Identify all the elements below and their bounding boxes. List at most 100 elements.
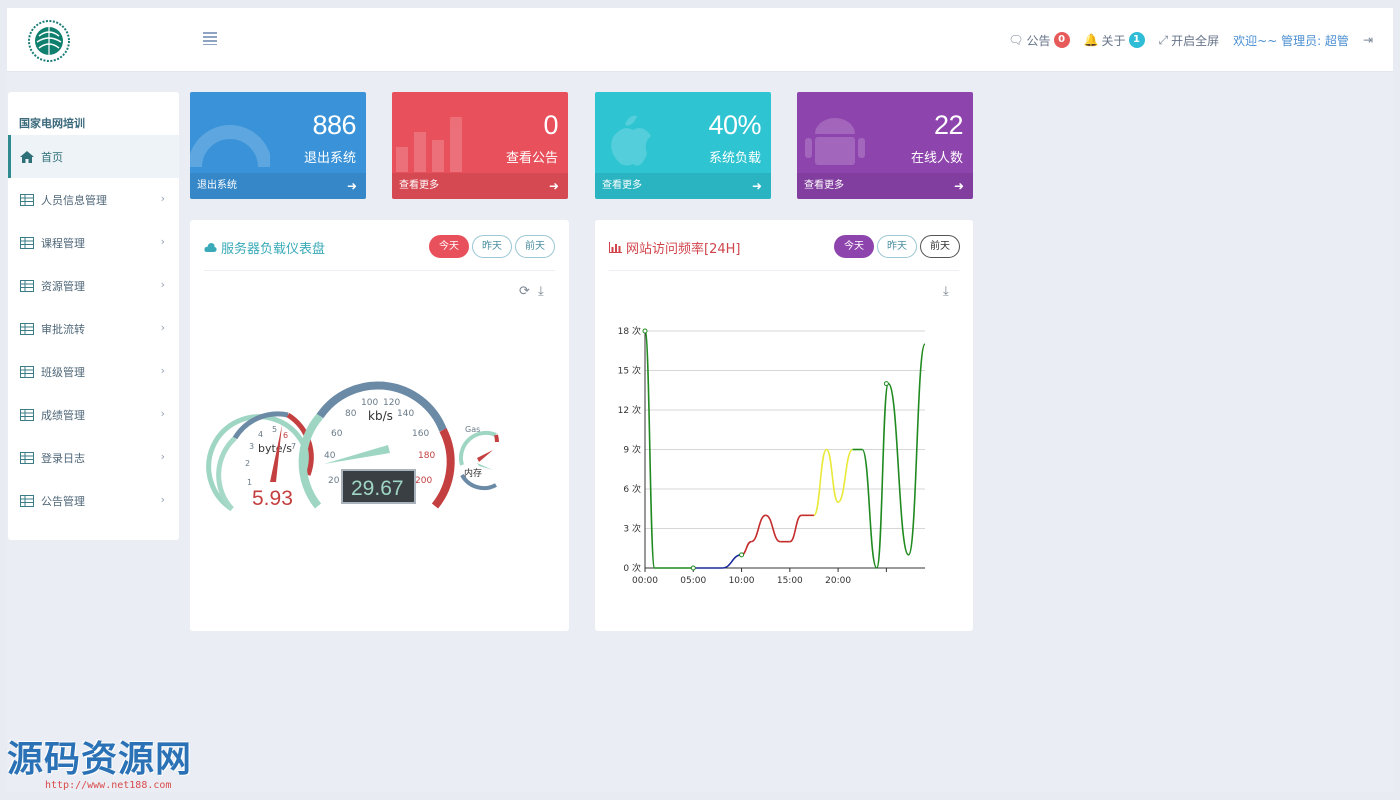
data-point [883, 381, 889, 387]
speed-gauge: 20 40 60 80 100 120 140 160 180 200 kb/s… [298, 381, 455, 509]
stat-value: 0 [543, 110, 558, 140]
series-line-segment [644, 330, 656, 569]
welcome-text: 欢迎~~ 管理员: 超管 [1233, 33, 1349, 48]
menu-toggle-icon[interactable] [202, 30, 218, 46]
table-icon [20, 193, 34, 206]
sidebar-item-label: 首页 [41, 150, 63, 164]
sidebar-item-notices[interactable]: 公告管理 › [8, 479, 179, 522]
header-nav: 🗨 公告 0 🔔 关于 1 ⤢ 开启全屏 欢迎~~ 管理员: 超管 ⇥ [1008, 30, 1373, 50]
cloud-icon [204, 243, 217, 252]
gas-label: Gas [465, 425, 480, 434]
x-tick-label: 00:00 [632, 576, 658, 586]
android-icon [805, 118, 865, 165]
download-icon[interactable]: ⤓ [538, 284, 544, 299]
speed-value: 29.67 [351, 477, 404, 500]
memory-gauge-arc [460, 473, 497, 491]
series-line-segment [825, 448, 839, 503]
download-icon[interactable]: ⤓ [943, 284, 949, 299]
gauge-panel-title-text: 服务器负载仪表盘 [221, 242, 326, 257]
table-icon [20, 322, 34, 335]
tab-today[interactable]: 今天 [429, 235, 469, 258]
sidebar-item-label: 资源管理 [41, 279, 85, 293]
speed-tick: 60 [331, 429, 343, 439]
bar-chart-icon [609, 242, 622, 253]
sidebar-item-personnel[interactable]: 人员信息管理 › [8, 178, 179, 221]
visits-line-chart: 0 次 3 次 6 次 9 次 12 次 15 次 18 次 00:00 05:00 10:00 1… [618, 325, 926, 586]
chevron-right-icon: › [160, 407, 165, 420]
speed-tick: 140 [397, 409, 414, 419]
speed-gauge-arc-mid [316, 381, 447, 432]
sidebar-item-resources[interactable]: 资源管理 › [8, 264, 179, 307]
speed-tick: 20 [328, 476, 340, 486]
sidebar-item-label: 课程管理 [41, 236, 85, 250]
speed-gauge-needle [324, 445, 390, 464]
sidebar-item-courses[interactable]: 课程管理 › [8, 221, 179, 264]
table-icon [20, 365, 34, 378]
x-tick-label: 15:00 [777, 576, 803, 586]
speed-tick: 40 [324, 451, 336, 461]
app-frame: 🗨 公告 0 🔔 关于 1 ⤢ 开启全屏 欢迎~~ 管理员: 超管 ⇥ 国家电网… [7, 8, 1393, 792]
speed-tick: 80 [345, 409, 357, 419]
fullscreen-button[interactable]: ⤢ 开启全屏 [1159, 32, 1220, 49]
stat-footer[interactable]: 查看更多 ➜ [595, 173, 771, 199]
sidebar-item-classes[interactable]: 班级管理 › [8, 350, 179, 393]
tab-yesterday[interactable]: 昨天 [877, 235, 917, 258]
byte-tick: 7 [291, 442, 296, 451]
apple-icon [611, 115, 651, 166]
speed-tick: 160 [412, 429, 429, 439]
visits-day-tabs: 今天 昨天 前天 [834, 235, 960, 258]
fullscreen-label: 开启全屏 [1171, 33, 1220, 48]
x-tick-label: 10:00 [729, 576, 755, 586]
table-icon [20, 408, 34, 421]
stat-label: 在线人数 [910, 151, 963, 166]
stat-tile-logout[interactable]: 886 退出系统 退出系统 ➜ [190, 92, 366, 199]
stat-tile-online[interactable]: 22 在线人数 查看更多 ➜ [797, 92, 973, 199]
byte-gauge-arc-mid [232, 411, 289, 440]
circle-arrow-right-icon: ➜ [548, 179, 559, 193]
sidebar-item-grades[interactable]: 成绩管理 › [8, 393, 179, 436]
watermark: 源码资源网 http://www.net188.com [7, 730, 192, 791]
speed-unit-label: kb/s [368, 409, 393, 423]
tab-day-before[interactable]: 前天 [515, 235, 555, 258]
tab-yesterday[interactable]: 昨天 [472, 235, 512, 258]
welcome-user[interactable]: 欢迎~~ 管理员: 超管 [1233, 32, 1349, 49]
stat-footer-label: 查看更多 [399, 180, 439, 191]
speed-gauge-arc-low [298, 413, 324, 509]
y-tick-label: 3 次 [623, 523, 641, 535]
stat-value: 40% [708, 110, 761, 140]
tab-day-before[interactable]: 前天 [920, 235, 960, 258]
chevron-right-icon: › [160, 321, 165, 334]
visits-panel-title-text: 网站访问频率[24H] [626, 242, 741, 257]
about-button[interactable]: 🔔 关于 1 [1084, 32, 1145, 49]
table-icon [20, 494, 34, 507]
logout-button[interactable]: ⇥ [1363, 33, 1373, 47]
comment-icon: 🗨 [1008, 33, 1024, 47]
sidebar-item-login-log[interactable]: 登录日志 › [8, 436, 179, 479]
speed-tick: 180 [418, 451, 435, 461]
byte-gauge-needle [270, 425, 282, 482]
notice-label: 公告 [1026, 33, 1051, 48]
speed-tick: 120 [383, 398, 400, 408]
stat-footer[interactable]: 查看更多 ➜ [797, 173, 973, 199]
stat-footer-label: 查看更多 [804, 180, 844, 191]
sidebar-item-approval[interactable]: 审批流转 › [8, 307, 179, 350]
gauge-svg: 1 2 3 4 5 6 7 byte/s 5.93 20 40 60 80 1 [206, 381, 499, 512]
byte-tick: 5 [272, 425, 277, 434]
gauge-day-tabs: 今天 昨天 前天 [429, 235, 555, 258]
sidebar-item-home[interactable]: 首页 [8, 135, 179, 178]
stat-footer[interactable]: 退出系统 ➜ [190, 173, 366, 199]
stat-value: 22 [933, 110, 964, 140]
tab-today[interactable]: 今天 [834, 235, 874, 258]
y-tick-label: 18 次 [618, 325, 641, 337]
circle-arrow-right-icon: ➜ [346, 179, 357, 193]
byte-tick: 1 [247, 478, 252, 487]
series-line-segment [765, 514, 781, 543]
x-tick-label: 20:00 [825, 576, 851, 586]
stat-label: 系统负载 [708, 151, 761, 166]
notice-button[interactable]: 🗨 公告 0 [1008, 32, 1070, 49]
stat-tile-load[interactable]: 40% 系统负载 查看更多 ➜ [595, 92, 771, 199]
stat-footer[interactable]: 查看更多 ➜ [392, 173, 568, 199]
stat-tile-notices[interactable]: 0 查看公告 查看更多 ➜ [392, 92, 568, 199]
series-line-segment [813, 448, 828, 517]
refresh-icon[interactable]: ⟳ [519, 284, 530, 299]
